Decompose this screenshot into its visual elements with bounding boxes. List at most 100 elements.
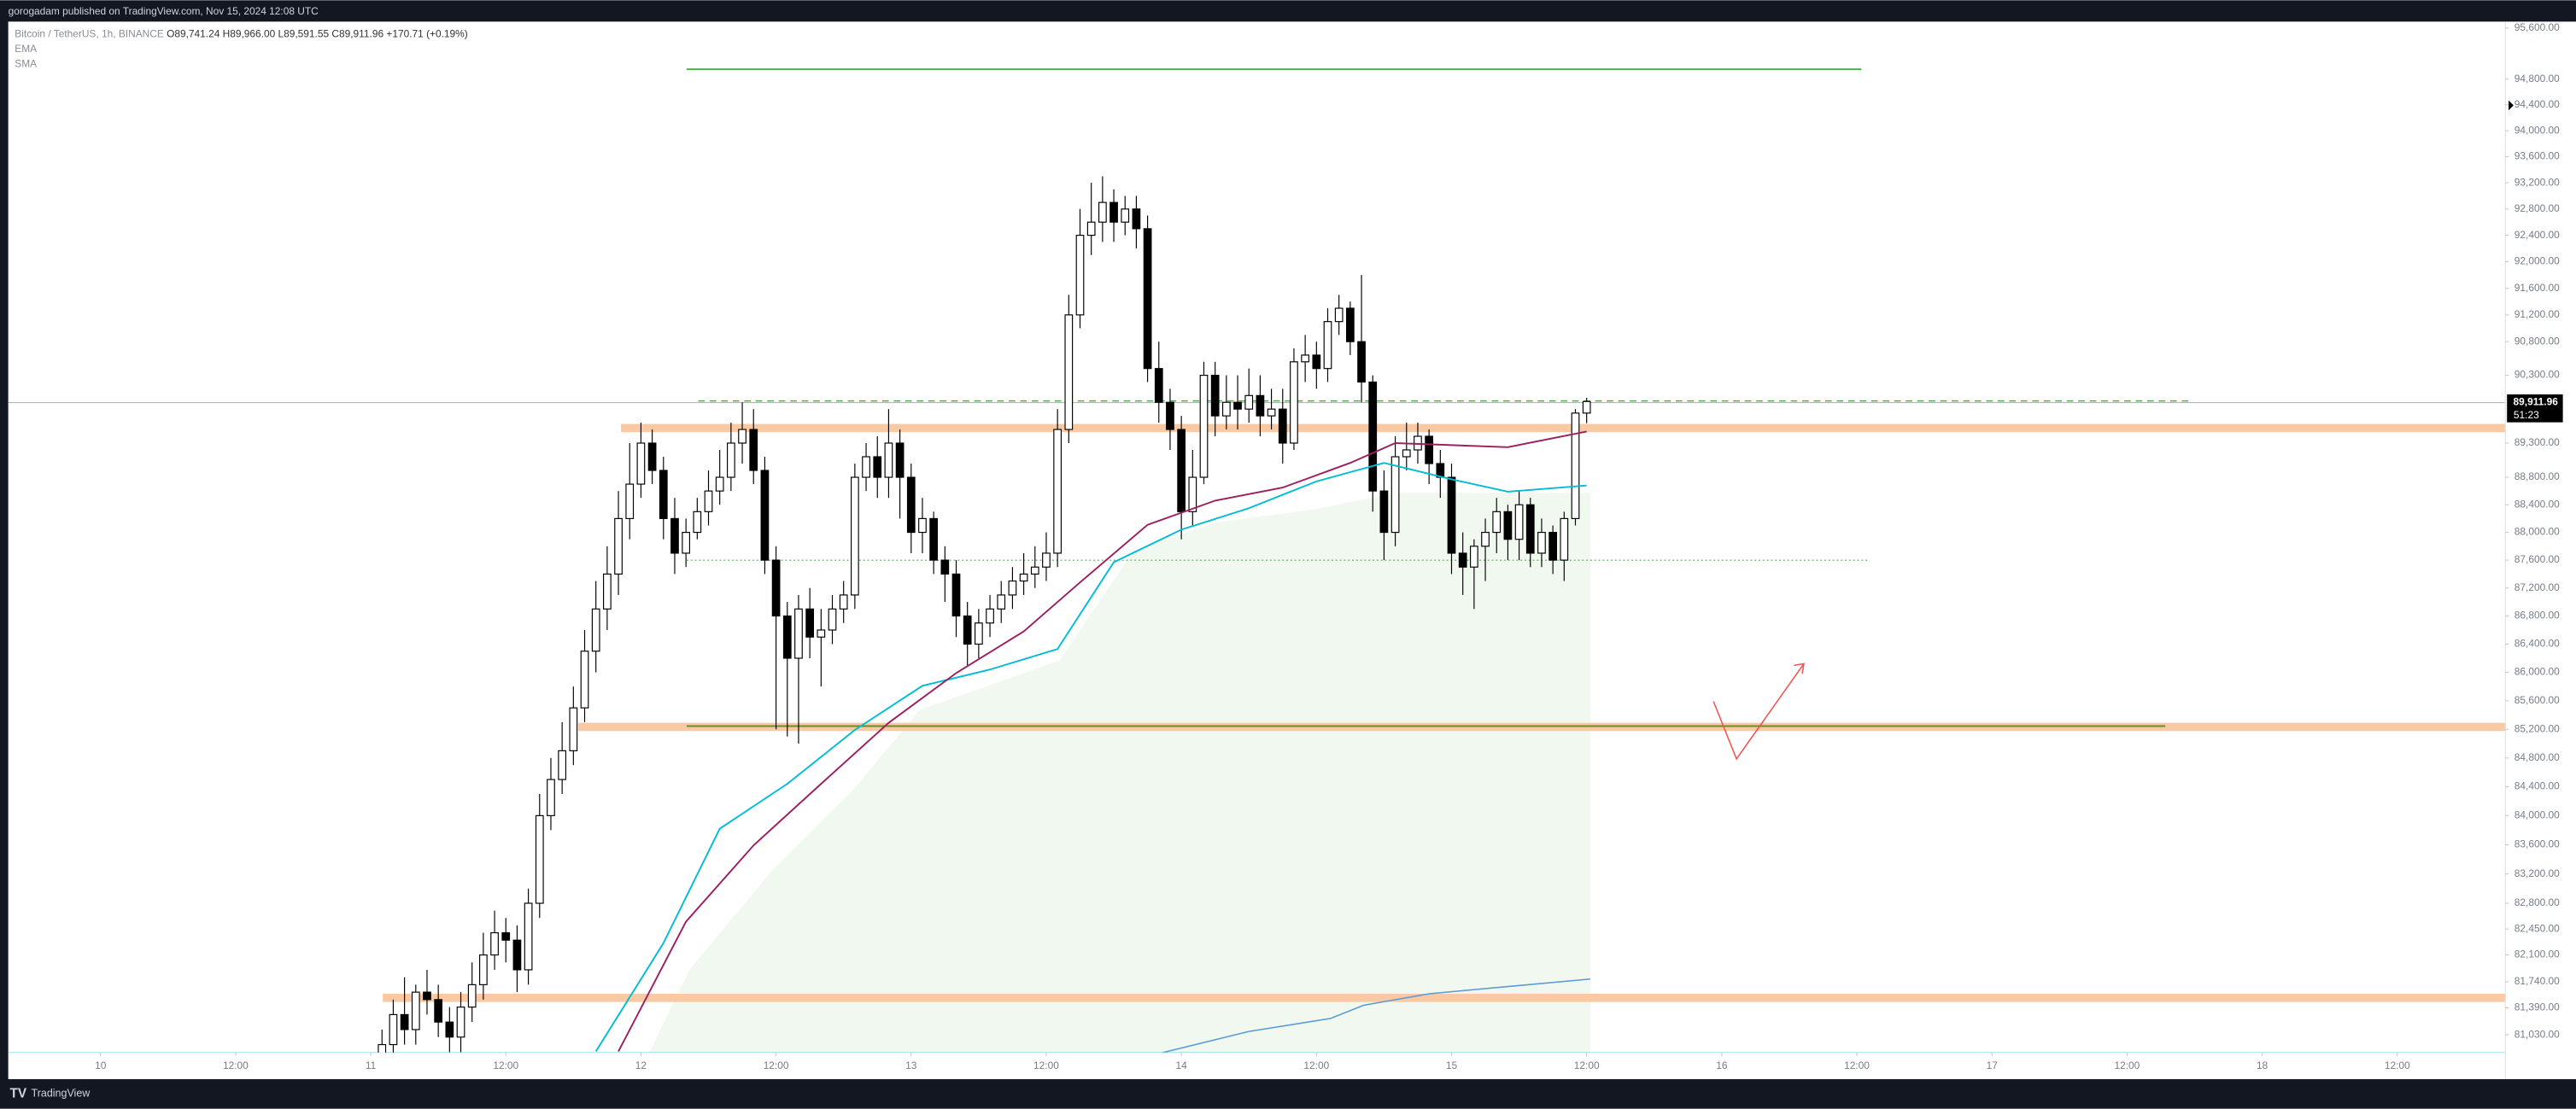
y-tick-label: 95,600.00 [2515,21,2560,33]
candle-body [569,707,578,751]
candle-body [512,939,522,971]
x-tick-label: 12:00 [1033,1059,1059,1071]
candle-body [378,1043,387,1054]
candle-body [1447,476,1456,554]
candle-body [625,483,635,519]
x-tick-label: 17 [1987,1059,1999,1071]
candle-body [1121,208,1130,223]
candle-body [1525,504,1535,554]
candle-body [445,1021,454,1038]
candle-body [1166,401,1174,430]
candle-body [580,651,589,709]
candle-body [1086,221,1096,236]
y-tick-label: 91,200.00 [2515,308,2560,320]
y-tick-label: 88,800.00 [2515,470,2560,482]
y-tick-label: 81,740.00 [2515,975,2560,987]
candle-body [682,532,691,554]
candle-body [1233,401,1242,410]
candle-body [647,442,657,471]
candle-body [771,559,781,617]
candle-body [749,429,758,471]
candle-body [1177,429,1186,512]
candle-body [1098,201,1107,223]
candle-body [782,615,792,659]
y-tick-label: 84,400.00 [2515,780,2560,792]
price-badge-label: 89,911.96 [2514,396,2559,408]
y-tick-label: 82,450.00 [2515,922,2560,934]
y-tick-label: 90,300.00 [2515,369,2560,381]
y-tick-label: 94,000.00 [2515,124,2560,136]
y-tick-label: 83,200.00 [2515,867,2560,879]
candle-body [1560,517,1569,561]
candle-body [1132,208,1141,230]
candle-body [1278,408,1287,444]
candle-body [1402,449,1411,458]
candle-body [715,476,724,492]
candle-body [1188,476,1197,512]
candle-body [434,999,443,1023]
y-tick-label: 83,600.00 [2515,838,2560,850]
candle-body [1053,429,1063,554]
candle-body [603,573,612,610]
x-tick-label: 12:00 [223,1059,249,1071]
candle-body [524,902,533,971]
y-tick-label: 92,400.00 [2515,229,2560,241]
candle-body [727,442,735,478]
candle-body [411,991,420,1030]
candle-body [1064,314,1074,430]
candle-body [817,629,826,638]
candle-body [467,984,477,1008]
price-badge [2507,394,2563,423]
x-tick-label: 12:00 [764,1059,789,1071]
candle-body [873,456,882,478]
arrow-head [1794,662,1805,674]
y-tick-label: 88,400.00 [2515,498,2560,510]
candle-body [1210,374,1220,417]
candle-body [851,476,859,596]
axes: 95,600.00 94,800.00 94,400.00 94,000.00 93,6… [95,21,2560,1071]
zone-band [621,423,2506,433]
candle-body [1199,374,1209,478]
candle-body [1514,504,1524,540]
candle-body [670,517,679,554]
candle-body [760,470,770,561]
candle-body [1256,394,1265,417]
candle-body [1537,532,1546,554]
candle-body [1390,456,1400,534]
candle-body [975,622,983,645]
candle-body [918,517,927,534]
candle-body [704,490,713,512]
candle-body [1368,381,1378,492]
y-tick-label: 84,800.00 [2515,751,2560,763]
y-tick-label: 92,800.00 [2515,202,2560,214]
x-tick-label: 18 [2257,1059,2269,1071]
shaded-zone [648,493,1590,1054]
candle-body [1458,552,1467,568]
candle-body [1334,307,1344,323]
y-tick-label: 90,800.00 [2515,335,2560,347]
x-tick-label: 12:00 [1574,1059,1600,1071]
candle-body [1143,228,1152,370]
candle-body [986,608,994,624]
brand: TradingView [32,1088,91,1100]
y-tick-label: 86,000.00 [2515,666,2560,678]
candle-body [828,608,837,631]
candle-body [535,814,544,904]
x-tick-label: 12:00 [493,1059,518,1071]
candle-body [1290,361,1298,444]
y-tick-label: 89,300.00 [2515,436,2560,448]
candle-body [1469,546,1478,568]
candle-body [490,931,499,956]
candle-body [1425,435,1433,464]
candle-body [1549,532,1557,561]
symbol: Bitcoin / TetherUS, 1h, BINANCE O89,741.… [15,28,467,40]
candle-body [805,608,815,638]
symbol-name: Bitcoin / TetherUS, 1h, BINANCE [15,28,164,40]
y-tick-label: 94,800.00 [2515,73,2560,85]
y-tick-label: 94,400.00 [2515,98,2560,110]
y-tick-label: 86,400.00 [2515,638,2560,650]
candle-body [693,511,702,534]
marks [378,176,1591,1054]
